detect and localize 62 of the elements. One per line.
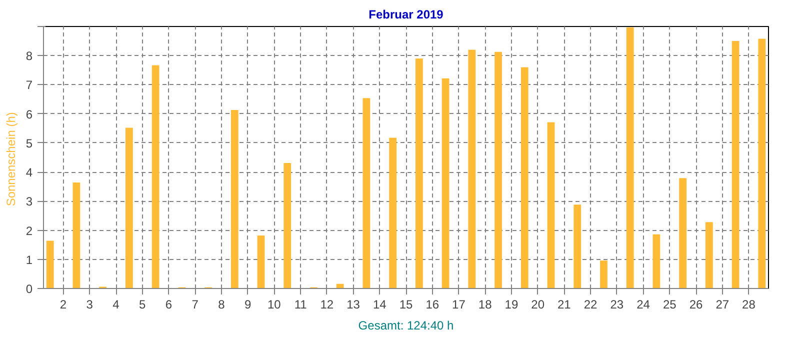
x-tick-label: 19 — [504, 298, 518, 312]
y-tick-label: 4 — [26, 166, 33, 180]
bar — [652, 234, 660, 288]
bar — [72, 182, 80, 288]
y-tick-label: 3 — [26, 194, 33, 209]
bar — [362, 98, 370, 288]
bar — [125, 128, 133, 288]
y-tick-label: 7 — [26, 78, 33, 92]
bar — [152, 65, 160, 288]
bar — [46, 240, 54, 288]
bar — [494, 52, 502, 288]
y-tick-label: 5 — [26, 136, 33, 150]
x-tick-label: 9 — [244, 298, 252, 312]
y-tick-label: 6 — [26, 107, 33, 122]
x-tick-label: 23 — [610, 298, 624, 312]
x-tick-label: 7 — [192, 298, 199, 312]
bar — [415, 58, 423, 288]
y-axis-title: Sonnenschein (h) — [4, 112, 18, 206]
x-tick-label: 21 — [558, 298, 572, 312]
bar — [442, 78, 450, 288]
x-tick-label: 6 — [165, 298, 172, 312]
x-tick-label: 27 — [716, 298, 730, 312]
bar — [468, 50, 476, 288]
x-tick-label: 26 — [689, 298, 703, 312]
x-tick-label: 14 — [372, 298, 387, 312]
bar — [257, 236, 265, 288]
x-tick-label: 18 — [478, 298, 492, 312]
x-tick-label: 20 — [531, 298, 545, 312]
x-tick-label: 11 — [294, 298, 308, 312]
x-tick-label: 16 — [426, 298, 440, 312]
bar — [284, 163, 292, 288]
x-tick-label: 3 — [86, 298, 94, 312]
bar — [732, 41, 740, 288]
y-tick-label: 8 — [26, 49, 33, 64]
x-tick-label: 17 — [452, 298, 466, 312]
text: Gesamt: 124:40 h — [358, 318, 454, 332]
bar — [600, 260, 608, 288]
x-tick-label: 10 — [268, 298, 282, 312]
y-tick-label: 0 — [26, 282, 33, 296]
bar — [230, 110, 238, 288]
y-tick-label: 1 — [26, 252, 33, 267]
bar — [547, 122, 555, 288]
x-tick-label: 5 — [139, 298, 146, 312]
bar — [626, 27, 634, 288]
bar — [574, 204, 582, 288]
x-tick-label: 22 — [584, 298, 598, 312]
x-tick-label: 28 — [742, 298, 756, 312]
x-tick-label: 15 — [399, 298, 413, 312]
bar — [520, 67, 528, 288]
x-tick-label: 2 — [60, 298, 67, 312]
bar — [679, 178, 687, 288]
y-tick-label: 2 — [26, 224, 33, 238]
chart-title: Februar 2019 — [368, 8, 444, 22]
bar — [758, 38, 766, 288]
x-tick-label: 8 — [218, 298, 226, 312]
x-tick-label: 24 — [636, 298, 650, 312]
x-tick-label: 4 — [112, 298, 120, 312]
x-tick-label: 12 — [320, 298, 334, 312]
bar — [389, 138, 397, 288]
x-tick-label: 13 — [346, 298, 360, 312]
x-tick-label: 25 — [662, 298, 677, 312]
bar — [705, 222, 713, 288]
